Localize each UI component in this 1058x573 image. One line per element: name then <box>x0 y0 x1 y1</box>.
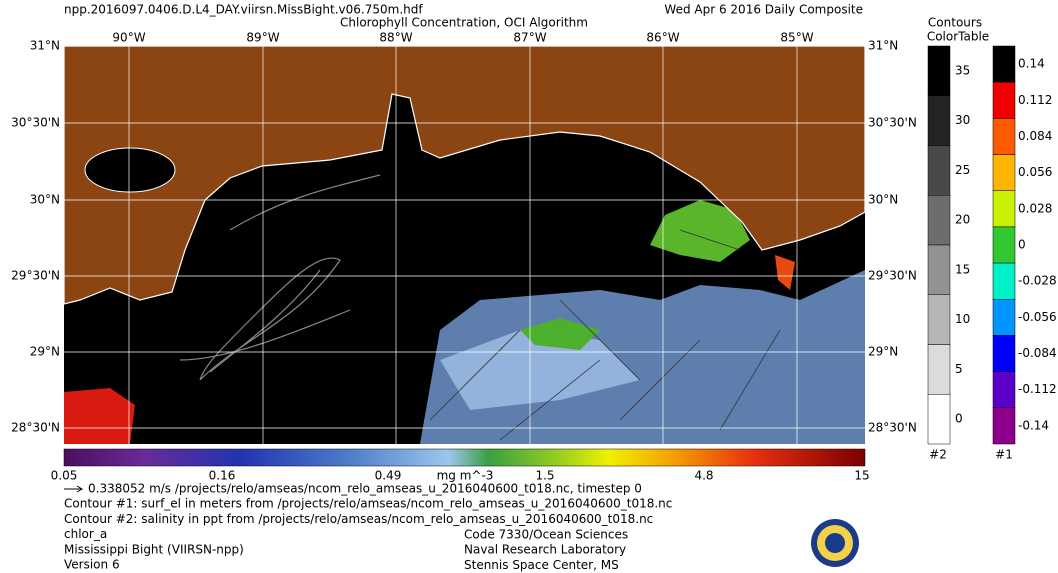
lake <box>84 147 176 193</box>
contour1-label: 0.084 <box>1018 129 1052 143</box>
contour2-swatch <box>927 45 951 96</box>
credit-line: Naval Research Laboratory <box>464 543 626 557</box>
contour1-swatch <box>992 81 1016 119</box>
contour2-label: 15 <box>955 262 970 276</box>
contour1-label: 0 <box>1018 238 1026 252</box>
lat-label: 28°30'N <box>11 421 60 435</box>
contour2-swatch <box>927 294 951 345</box>
contour1-label: -0.056 <box>1018 310 1057 324</box>
lat-label: 28°30'N <box>868 421 917 435</box>
contour2-swatch <box>927 344 951 395</box>
footer-line: chlor_a <box>64 527 107 541</box>
contour2-label: 20 <box>955 213 970 227</box>
contour2-label: 25 <box>955 163 970 177</box>
colorbar-label: 0.05 <box>51 469 78 483</box>
contour1-label: 0.056 <box>1018 165 1052 179</box>
map <box>63 45 866 444</box>
contour1-label: 0.112 <box>1018 93 1052 107</box>
grid <box>64 45 865 444</box>
lat-label: 29°N <box>868 345 898 359</box>
contour1-swatch <box>992 154 1016 191</box>
contour1-label: -0.14 <box>1018 418 1049 432</box>
lon-label: 88°W <box>379 31 412 45</box>
footer-line: Version 6 <box>64 558 120 572</box>
footer-line: Contour #2: salinity in ppt from /projec… <box>64 512 653 526</box>
lon-label: 90°W <box>112 31 145 45</box>
file-name: npp.2016097.0406.D.L4_DAY.viirsn.MissBig… <box>64 3 423 17</box>
contour2-swatch <box>927 195 951 246</box>
contour1-swatch <box>992 299 1016 336</box>
logo <box>811 519 859 567</box>
credit-line: Code 7330/Ocean Sciences <box>464 528 628 542</box>
contour1-swatch <box>992 226 1016 264</box>
contour1-swatch <box>992 371 1016 409</box>
contour2-id: #2 <box>929 448 947 462</box>
colorbar-label: 15 <box>854 469 869 483</box>
contour1-id: #1 <box>995 448 1013 462</box>
lon-label: 85°W <box>780 31 813 45</box>
colorbar <box>63 448 866 467</box>
footer: 0.338052 m/s /projects/relo/amseas/ncom_… <box>64 482 672 572</box>
colorbar-label: 1.5 <box>535 469 554 483</box>
map-title: Chlorophyll Concentration, OCI Algorithm <box>340 16 588 30</box>
footer-line: 0.338052 m/s /projects/relo/amseas/ncom_… <box>88 482 642 496</box>
legend: 35 30 25 20 15 10 5 0 0.14 0.112 0.084 0.056 0.028 0 -… <box>927 45 1057 445</box>
lat-label: 30°N <box>30 193 60 207</box>
contour1-swatch <box>992 407 1016 445</box>
lat-label: 29°N <box>30 345 60 359</box>
colorbar-unit: mg m^-3 <box>437 469 494 483</box>
contour1-label: 0.14 <box>1018 57 1045 71</box>
lon-label: 87°W <box>513 31 546 45</box>
red-patch <box>775 255 795 290</box>
legend-title: ColorTable <box>927 30 989 44</box>
green-patch <box>520 318 600 350</box>
credit-line: Stennis Space Center, MS <box>464 558 619 572</box>
contour2-label: 10 <box>955 312 970 326</box>
contour1-swatch <box>992 45 1016 83</box>
colorbar-label: 0.49 <box>375 469 402 483</box>
contour1-label: -0.084 <box>1018 346 1057 360</box>
land <box>63 45 866 305</box>
lat-label: 30°N <box>868 193 898 207</box>
contours <box>179 174 381 381</box>
lat-label: 30°30'N <box>868 116 917 130</box>
colorbar-labels: 0.05 0.16 0.49 1.5 4.8 15 <box>51 469 870 483</box>
lat-label: 31°N <box>868 39 898 53</box>
contour2-label: 30 <box>955 113 970 127</box>
footer-line: Mississippi Bight (VIIRSN-npp) <box>64 542 244 556</box>
contour1-swatch <box>992 335 1016 372</box>
lat-label: 31°N <box>30 39 60 53</box>
contour2-label: 35 <box>955 63 970 77</box>
contour1-swatch <box>992 118 1016 155</box>
contour2-swatch <box>927 145 951 196</box>
green-patch <box>650 200 750 262</box>
contour2-swatch <box>927 394 951 445</box>
lat-label: 29°30'N <box>868 269 917 283</box>
colorbar-label: 0.16 <box>209 469 236 483</box>
footer-line: Contour #1: surf_el in meters from /proj… <box>64 497 672 511</box>
lon-label: 89°W <box>246 31 279 45</box>
red-patch <box>64 388 135 444</box>
legend-title: Contours <box>928 16 982 30</box>
date-label: Wed Apr 6 2016 Daily Composite <box>664 3 863 17</box>
contour1-label: -0.028 <box>1018 274 1057 288</box>
contour1-label: -0.112 <box>1018 382 1057 396</box>
contour2-label: 0 <box>955 412 963 426</box>
vector-arrow <box>64 485 83 493</box>
lat-label: 29°30'N <box>11 269 60 283</box>
lat-label: 30°30'N <box>11 116 60 130</box>
contour1-swatch <box>992 190 1016 228</box>
contour1-swatch <box>992 262 1016 300</box>
contour1-label: 0.028 <box>1018 201 1052 215</box>
blue-light <box>440 330 640 410</box>
contour2-swatch <box>927 244 951 295</box>
colorbar-label: 4.8 <box>694 469 713 483</box>
contour2-label: 5 <box>955 362 963 376</box>
vectors <box>429 229 781 441</box>
lon-label: 86°W <box>646 31 679 45</box>
contour2-swatch <box>927 95 951 146</box>
